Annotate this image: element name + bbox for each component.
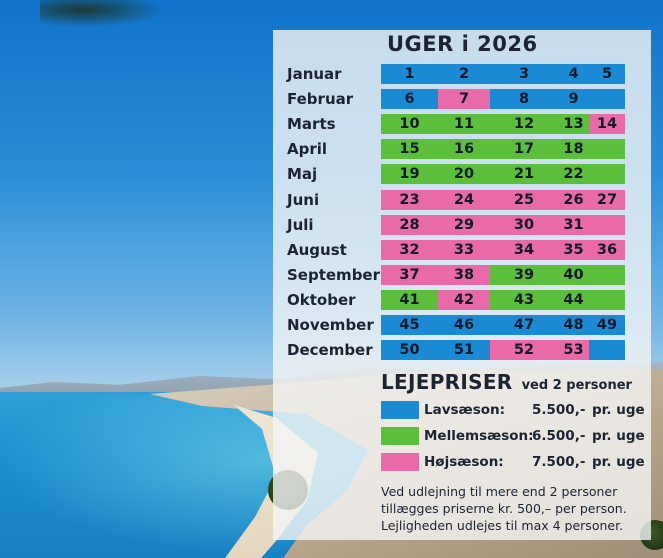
week-cell: 53 <box>558 340 589 361</box>
week-cell: 28 <box>381 214 438 235</box>
price-title: LEJEPRISER <box>381 370 513 394</box>
season-label: Højsæson: <box>424 454 504 470</box>
week-cell: 40 <box>558 264 589 285</box>
mid-season-swatch <box>381 427 419 445</box>
week-cell: 43 <box>490 289 558 310</box>
week-cell: 9 <box>558 89 589 110</box>
week-cell: 50 <box>381 340 438 361</box>
week-cell: 29 <box>438 214 490 235</box>
week-cell: 20 <box>438 164 490 185</box>
week-cell: 13 <box>558 114 589 135</box>
week-cell: 18 <box>558 139 589 160</box>
week-cell: 33 <box>438 239 490 260</box>
month-label: Februar <box>287 90 354 109</box>
price-unit: pr. uge <box>592 454 645 470</box>
week-cell: 16 <box>438 139 490 160</box>
price-subtitle: ved 2 personer <box>521 378 632 393</box>
season-label: Lavsæson: <box>424 402 506 418</box>
month-label: August <box>287 240 347 259</box>
week-cell: 42 <box>438 289 490 310</box>
month-label: November <box>287 316 374 334</box>
week-cell: 8 <box>490 89 558 110</box>
price-unit: pr. uge <box>592 428 645 444</box>
week-cell: 37 <box>381 264 438 285</box>
week-cell: 25 <box>490 189 558 210</box>
week-cell: 47 <box>490 315 558 335</box>
calendar-title: UGER i 2026 <box>387 32 538 56</box>
week-cell <box>589 89 625 110</box>
note-line: Ved udlejning til mere end 2 personer <box>381 484 618 499</box>
week-cell: 32 <box>381 239 438 260</box>
week-cell: 46 <box>438 315 490 335</box>
info-panel: UGER i 2026 Januar 1 2 3 4 5 Februar 6 7 8 9 Marts 1… <box>273 30 651 540</box>
season-price: 6.500,- <box>532 428 586 444</box>
week-cell <box>589 164 625 185</box>
week-cell: 30 <box>490 214 558 235</box>
week-cell: 12 <box>490 114 558 135</box>
season-price: 7.500,- <box>532 454 586 470</box>
week-cell: 10 <box>381 114 438 135</box>
month-label: Juni <box>287 190 320 209</box>
month-label: Maj <box>287 165 318 184</box>
week-cell: 14 <box>589 114 625 135</box>
week-cell: 44 <box>558 289 589 310</box>
week-cell: 45 <box>381 315 438 335</box>
season-price: 5.500,- <box>532 402 586 418</box>
season-label: Mellemsæson: <box>424 428 534 444</box>
note-line: tillægges priserne kr. 500,– per person. <box>381 501 627 516</box>
week-cell: 15 <box>381 139 438 160</box>
price-heading: LEJEPRISER ved 2 personer <box>381 370 632 394</box>
high-season-swatch <box>381 453 419 471</box>
week-cell: 51 <box>438 340 490 361</box>
week-cell: 21 <box>490 164 558 185</box>
week-cell <box>589 214 625 235</box>
month-label: April <box>287 140 328 159</box>
price-unit: pr. uge <box>592 402 645 418</box>
month-label: Oktober <box>287 290 356 309</box>
week-cell: 11 <box>438 114 490 135</box>
week-cell: 38 <box>438 264 490 285</box>
week-cell: 27 <box>589 189 625 210</box>
month-label: Januar <box>287 65 342 83</box>
week-cell: 49 <box>589 315 625 335</box>
month-label: Marts <box>287 115 336 134</box>
week-cell <box>589 264 625 285</box>
month-label: September <box>287 265 380 284</box>
week-cell: 1 <box>381 64 438 84</box>
week-cell <box>589 340 625 361</box>
week-cell: 4 <box>558 64 589 84</box>
week-cell: 26 <box>558 189 589 210</box>
week-cell: 48 <box>558 315 589 335</box>
week-cell: 7 <box>438 89 490 110</box>
week-cell <box>589 139 625 160</box>
week-cell: 31 <box>558 214 589 235</box>
week-cell: 3 <box>490 64 558 84</box>
week-cell <box>589 289 625 310</box>
week-cell: 35 <box>558 239 589 260</box>
month-label: Juli <box>287 215 314 234</box>
week-cell: 17 <box>490 139 558 160</box>
week-cell: 2 <box>438 64 490 84</box>
week-cell: 6 <box>381 89 438 110</box>
week-cell: 41 <box>381 289 438 310</box>
week-cell: 39 <box>490 264 558 285</box>
week-cell: 22 <box>558 164 589 185</box>
low-season-swatch <box>381 401 419 419</box>
week-cell: 36 <box>589 239 625 260</box>
month-label: December <box>287 341 373 360</box>
week-cell: 23 <box>381 189 438 210</box>
week-cell: 24 <box>438 189 490 210</box>
week-cell: 5 <box>589 64 625 84</box>
tree-leaves <box>40 0 180 30</box>
week-cell: 34 <box>490 239 558 260</box>
week-cell: 19 <box>381 164 438 185</box>
note-line: Lejligheden udlejes til max 4 personer. <box>381 518 624 533</box>
week-cell: 52 <box>490 340 558 361</box>
